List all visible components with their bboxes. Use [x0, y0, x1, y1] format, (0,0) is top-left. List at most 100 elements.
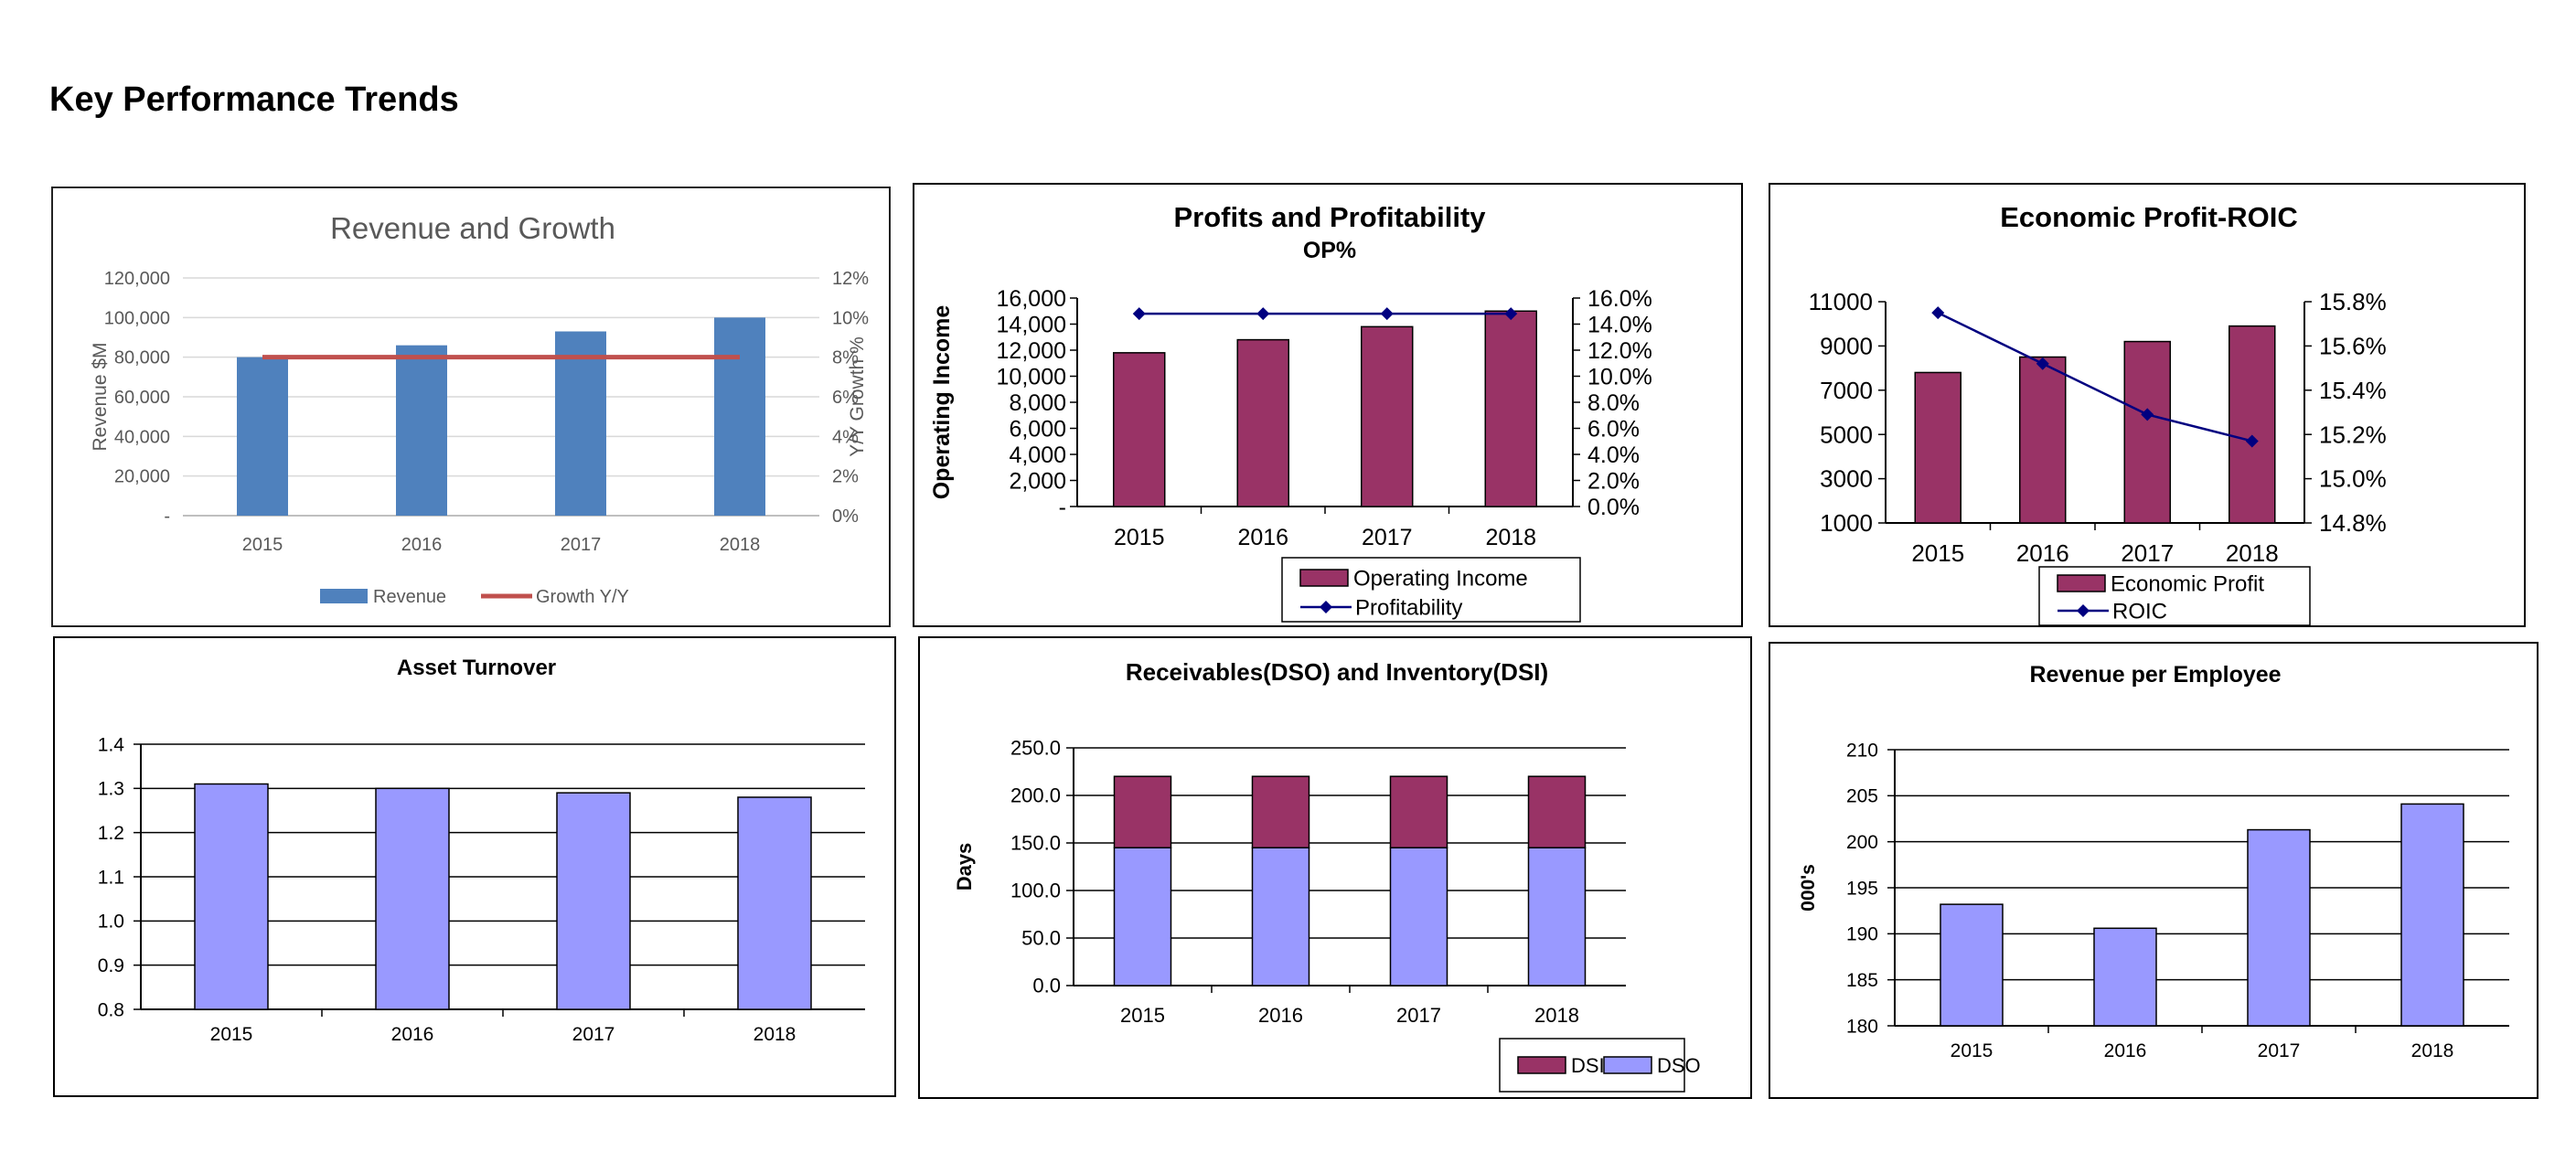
revenue-growth-y2tick-label: 8%	[832, 348, 859, 368]
economic-profit-roic-legend-label: ROIC	[2112, 600, 2167, 624]
economic-profit-roic-line-roic	[1937, 311, 2253, 443]
revenue-growth-y2tick-label: 6%	[832, 388, 859, 408]
revenue-per-employee-ytick-label: 200	[1846, 832, 1878, 853]
revenue-per-employee-ytick-label: 190	[1846, 924, 1878, 945]
revenue-per-employee-ytick-label: 210	[1846, 740, 1878, 761]
receivables-inventory-chart: Receivables(DSO) and Inventory(DSI) 0.0 50…	[953, 658, 1701, 1093]
economic-profit-roic-xtick-label: 2015	[1911, 539, 1964, 567]
profits-profitability-legend-box	[1281, 557, 1581, 623]
revenue-growth-ytick-label: 100,000	[104, 308, 170, 328]
profits-profitability-subtitle: OP%	[1303, 238, 1356, 263]
revenue-per-employee-ytick-label: 195	[1846, 878, 1878, 899]
chart-panel-profits-profitability: Profits and Profitability OP% -2,000 4,000 6…	[913, 183, 1743, 627]
revenue-growth-y2tick-label: 0%	[832, 507, 859, 527]
asset-turnover-ytick-label: 1.1	[98, 867, 124, 888]
profits-profitability-title: Profits and Profitability	[1173, 201, 1486, 233]
revenue-per-employee-bar	[2400, 803, 2464, 1027]
receivables-inventory-ytick-label: 50.0	[1021, 927, 1061, 950]
receivables-inventory-ytick-label: 200.0	[1010, 784, 1061, 807]
profits-profitability-legend-label: Profitability	[1355, 596, 1462, 621]
receivables-inventory-xtick-label: 2015	[1120, 1004, 1165, 1027]
chart-panel-receivables-inventory: Receivables(DSO) and Inventory(DSI) 0.0 50…	[918, 636, 1752, 1099]
profits-profitability-y2tick-label: 10.0%	[1587, 364, 1652, 389]
economic-profit-roic-line-point	[2036, 357, 2049, 370]
revenue-growth-y2tick-label: 4%	[832, 427, 859, 447]
economic-profit-roic-legend-swatch	[2057, 574, 2106, 592]
economic-profit-roic-chart: Economic Profit-ROIC 1000 3000 5000 7000 9000…	[1809, 201, 2387, 626]
economic-profit-roic-y2tick-label: 14.8%	[2319, 509, 2387, 537]
revenue-per-employee-xtick-label: 2018	[2411, 1040, 2454, 1061]
economic-profit-roic-title: Economic Profit-ROIC	[2000, 201, 2298, 233]
receivables-inventory-bar-dso	[1527, 847, 1587, 986]
revenue-growth-ytick-label: 60,000	[114, 388, 170, 408]
revenue-growth-title: Revenue and Growth	[330, 211, 615, 245]
receivables-inventory-ytick-label: 0.0	[1032, 975, 1061, 997]
revenue-per-employee-xtick-label: 2016	[2104, 1040, 2147, 1061]
receivables-inventory-legend-label: DSI	[1571, 1054, 1605, 1077]
revenue-growth-bar	[714, 317, 765, 516]
revenue-growth-xtick-label: 2018	[720, 535, 761, 555]
asset-turnover-ytick-label: 1.3	[98, 779, 124, 800]
receivables-inventory-ytick-label: 150.0	[1010, 832, 1061, 855]
revenue-per-employee-bar	[2093, 927, 2157, 1027]
revenue-per-employee-ylabel: 000's	[1798, 864, 1819, 912]
receivables-inventory-bar-dsi	[1251, 775, 1310, 848]
receivables-inventory-legend-swatch	[1603, 1056, 1652, 1074]
economic-profit-roic-y2tick-label: 15.6%	[2319, 333, 2387, 360]
economic-profit-roic-bar	[2123, 340, 2171, 524]
profits-profitability-y2tick-label: 4.0%	[1587, 443, 1640, 468]
revenue-growth-ytick-label: 80,000	[114, 348, 170, 368]
asset-turnover-xtick-label: 2015	[210, 1024, 253, 1045]
revenue-per-employee-ytick-label: 185	[1846, 970, 1878, 991]
profits-profitability-bar	[1361, 325, 1414, 507]
revenue-per-employee-xtick-label: 2015	[1951, 1040, 1993, 1061]
asset-turnover-ytick-label: 0.8	[98, 999, 124, 1020]
profits-profitability-ytick-label: 4,000	[1009, 443, 1066, 468]
receivables-inventory-title: Receivables(DSO) and Inventory(DSI)	[1126, 658, 1548, 686]
economic-profit-roic-xtick-label: 2016	[2016, 539, 2069, 567]
asset-turnover-xtick-label: 2016	[391, 1024, 434, 1045]
asset-turnover-ytick-label: 1.0	[98, 912, 124, 933]
profits-profitability-bar	[1113, 352, 1166, 507]
economic-profit-roic-ytick-label: 11000	[1809, 288, 1873, 315]
economic-profit-roic-line-point	[2141, 408, 2154, 421]
profits-profitability-xtick-label: 2017	[1362, 525, 1413, 550]
receivables-inventory-bar-dso	[1113, 847, 1172, 986]
revenue-growth-bar	[237, 357, 288, 516]
economic-profit-roic-bar	[1914, 371, 1961, 524]
economic-profit-roic-y2tick-label: 15.0%	[2319, 465, 2387, 493]
profits-profitability-ytick-label: 16,000	[997, 286, 1066, 312]
page-title: Key Performance Trends	[49, 80, 459, 119]
asset-turnover-ytick-label: 1.2	[98, 823, 124, 844]
asset-turnover-bar	[375, 787, 450, 1010]
asset-turnover-bar	[194, 783, 269, 1010]
chart-panel-asset-turnover: Asset Turnover 0.8 0.9 1.0 1.1 1.2 1.3 1.4 2015 2…	[53, 636, 896, 1097]
revenue-per-employee-bar	[1940, 903, 2004, 1027]
profits-profitability-bar	[1236, 338, 1289, 507]
asset-turnover-xtick-label: 2017	[572, 1024, 615, 1045]
receivables-inventory-bar-dsi	[1389, 775, 1448, 848]
profits-profitability-ytick-label: 10,000	[997, 364, 1066, 389]
receivables-inventory-xtick-label: 2018	[1534, 1004, 1579, 1027]
revenue-per-employee-bar	[2247, 828, 2311, 1027]
profits-profitability-ytick-label: 2,000	[1009, 468, 1066, 494]
economic-profit-roic-ytick-label: 9000	[1820, 333, 1873, 360]
asset-turnover-bar	[556, 792, 631, 1010]
receivables-inventory-ytick-label: 250.0	[1010, 737, 1061, 760]
profits-profitability-line-point	[1504, 307, 1518, 321]
revenue-growth-bar	[396, 345, 447, 516]
asset-turnover-xtick-label: 2018	[754, 1024, 796, 1045]
revenue-growth-ytick-label: 40,000	[114, 427, 170, 447]
receivables-inventory-legend-swatch	[1517, 1056, 1566, 1074]
profits-profitability-bar	[1484, 310, 1537, 507]
revenue-growth-ytick-label: -	[164, 507, 170, 527]
revenue-growth-bar	[555, 331, 606, 516]
profits-profitability-ytick-label: -	[1059, 495, 1066, 520]
receivables-inventory-xtick-label: 2017	[1396, 1004, 1441, 1027]
profits-profitability-y2tick-label: 16.0%	[1587, 286, 1652, 312]
revenue-growth-legend-swatch	[320, 589, 368, 603]
profits-profitability-ytick-label: 12,000	[997, 338, 1066, 364]
profits-profitability-line-point	[1132, 307, 1146, 321]
profits-profitability-y2tick-label: 2.0%	[1587, 468, 1640, 494]
receivables-inventory-bar-dso	[1389, 847, 1448, 986]
